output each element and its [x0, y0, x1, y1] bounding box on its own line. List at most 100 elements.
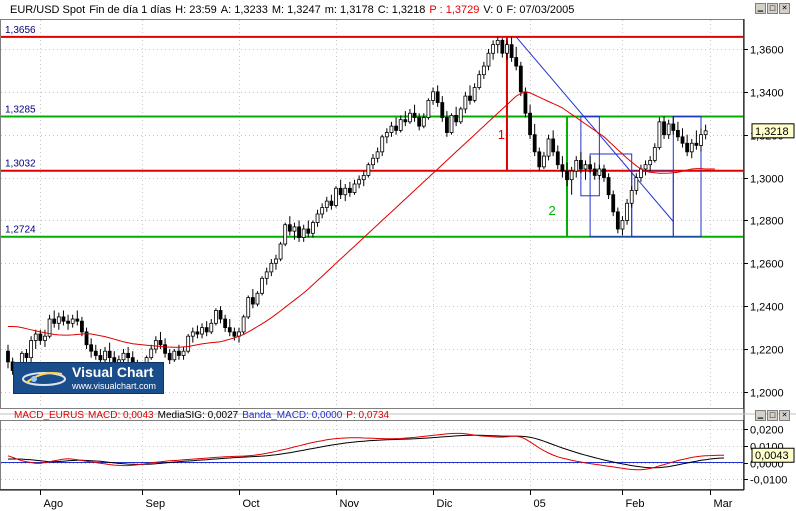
- candle-body-down: [61, 316, 66, 322]
- candle: [195, 325, 200, 339]
- candle-body-up: [643, 164, 648, 170]
- candle: [680, 128, 685, 148]
- candle-body-up: [477, 74, 482, 88]
- candle-body-up: [246, 297, 251, 318]
- macd-line: [7, 432, 725, 471]
- candle-body-up: [486, 52, 491, 67]
- candle-body-up: [260, 277, 265, 294]
- candle-body-down: [6, 350, 10, 363]
- candle-body-up: [264, 271, 269, 279]
- candle-body-up: [324, 200, 329, 208]
- candle-body-up: [269, 262, 274, 273]
- candle: [264, 267, 269, 285]
- macd-minimize-button[interactable]: ▁: [755, 410, 766, 421]
- candle-body-up: [343, 187, 348, 196]
- candle-body-down: [297, 226, 301, 238]
- candle-body-up: [29, 340, 34, 359]
- candle-body-up: [255, 292, 260, 305]
- time-tick-label: Feb: [626, 498, 645, 510]
- candle: [546, 134, 551, 161]
- candle-body-up: [463, 95, 468, 110]
- candle-body-down: [227, 327, 232, 333]
- candle-body-up: [574, 160, 579, 172]
- candle: [657, 117, 662, 150]
- close-button[interactable]: ✕: [779, 3, 790, 14]
- candle: [384, 128, 389, 144]
- candle-body-up: [620, 220, 625, 230]
- candle-body-up: [629, 190, 634, 204]
- candle: [70, 314, 75, 328]
- measure-box: [672, 115, 702, 238]
- candle-body-down: [680, 136, 685, 144]
- candle-body-down: [24, 352, 29, 359]
- candle: [505, 40, 509, 60]
- candle-body-down: [532, 134, 537, 153]
- maximize-button[interactable]: □: [767, 3, 778, 14]
- candle-body-down: [435, 91, 440, 103]
- candle: [449, 113, 454, 135]
- candle: [61, 310, 66, 326]
- candle: [426, 98, 431, 120]
- candle: [597, 164, 602, 180]
- candle: [297, 220, 301, 242]
- candle: [694, 130, 699, 150]
- candle-body-up: [569, 170, 574, 181]
- candle-body-up: [657, 121, 662, 148]
- trendline: [515, 36, 674, 222]
- candle: [227, 319, 232, 337]
- candle-body-down: [75, 318, 80, 322]
- candle: [472, 83, 477, 103]
- candle-body-down: [588, 164, 593, 170]
- minimize-button[interactable]: ▁: [755, 3, 766, 14]
- candle-body-down: [347, 187, 352, 193]
- candle: [287, 216, 292, 236]
- candle: [685, 134, 690, 157]
- candle: [80, 316, 84, 337]
- candle-body-down: [167, 352, 172, 361]
- candle: [218, 306, 223, 324]
- candle: [301, 224, 306, 242]
- candle-body-up: [449, 114, 454, 133]
- candle: [75, 310, 80, 326]
- signal-line: [7, 434, 725, 469]
- candle: [274, 254, 278, 270]
- price-tick-label: 1,2800: [750, 216, 784, 228]
- candle-body-down: [163, 344, 167, 354]
- candle-body-up: [357, 179, 362, 185]
- candle: [361, 171, 366, 187]
- candle: [412, 104, 417, 122]
- macd-maximize-button[interactable]: □: [767, 410, 778, 421]
- candle-body-up: [597, 168, 602, 176]
- candle-body-down: [454, 114, 459, 123]
- candle: [366, 162, 371, 178]
- level-label: 1,2724: [5, 225, 36, 236]
- candle-body-up: [384, 132, 389, 138]
- candle: [615, 207, 620, 234]
- candle-body-up: [320, 207, 325, 215]
- logo-brand: Visual Chart: [72, 364, 154, 380]
- macd-pane[interactable]: [0, 420, 744, 490]
- candle-body-up: [70, 318, 75, 324]
- candle-body-up: [56, 316, 61, 324]
- candle: [542, 151, 546, 169]
- macd-close-button[interactable]: ✕: [779, 410, 790, 421]
- candle-body-down: [537, 151, 542, 168]
- candle: [153, 336, 158, 354]
- candle: [56, 312, 61, 330]
- candle-body-up: [47, 318, 52, 337]
- candle: [583, 160, 588, 180]
- candle: [666, 119, 671, 139]
- candle: [329, 194, 334, 210]
- candle-body-down: [555, 151, 560, 166]
- candle: [398, 115, 403, 133]
- candle-body-up: [421, 117, 426, 127]
- candle: [652, 143, 657, 163]
- candle-body-down: [158, 340, 163, 346]
- macd-last-marker: [751, 447, 795, 463]
- logo-swoosh-icon: [22, 372, 66, 386]
- candle-body-up: [121, 352, 126, 361]
- candle: [181, 346, 186, 360]
- candle: [306, 220, 311, 238]
- candle: [283, 222, 288, 247]
